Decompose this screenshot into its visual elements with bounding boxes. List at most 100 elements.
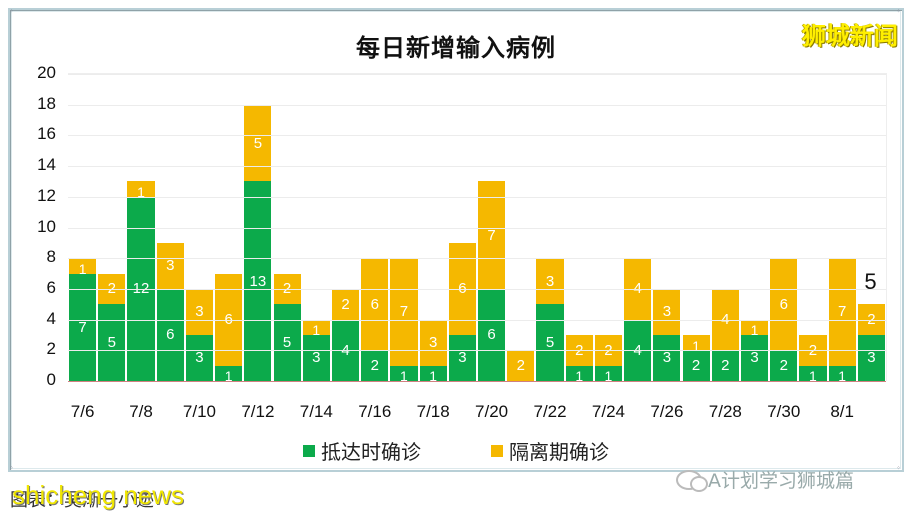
x-tick-label: 7/24 xyxy=(591,402,625,421)
data-label: 1 xyxy=(137,184,145,201)
legend-item-quarantine[interactable]: 隔离期确诊 xyxy=(491,436,609,465)
data-label: 3 xyxy=(195,303,204,321)
bar-segment-arrival: 3 xyxy=(302,334,330,381)
resize-handle-bottom-left[interactable]: ⁘ xyxy=(9,465,15,472)
bar-segment-quarantine: 2 xyxy=(331,288,360,320)
resize-handle-bottom-right[interactable]: ⁘ xyxy=(896,465,902,472)
bar-segment-arrival: 3 xyxy=(185,334,214,381)
data-label: 1 xyxy=(838,368,847,385)
y-tick-label: 20 xyxy=(37,63,56,82)
total-annotation: 5 xyxy=(864,269,877,295)
wechat-watermark: A计划学习狮城篇 xyxy=(676,466,854,493)
bar-segment-arrival: 1 xyxy=(215,365,243,385)
bar-7-12[interactable]: 13 5 xyxy=(244,104,272,381)
bar-segment-arrival: 1 xyxy=(594,365,623,384)
data-label: 1 xyxy=(400,368,408,385)
gridline xyxy=(68,196,886,198)
x-tick-label: 8/1 xyxy=(830,402,854,421)
y-tick-label: 2 xyxy=(46,339,56,359)
data-label: 1 xyxy=(224,368,233,385)
bar-segment-arrival: 3 xyxy=(857,334,885,381)
gridline xyxy=(68,350,886,352)
bar-segment-arrival: 5 xyxy=(536,304,564,381)
gridline xyxy=(68,74,886,75)
bar-segment-arrival: 3 xyxy=(448,334,476,381)
bar-segment-quarantine: 3 xyxy=(419,319,447,366)
x-tick-label: 7/10 xyxy=(182,402,216,421)
data-label: 2 xyxy=(370,357,379,375)
y-axis: 0 2 4 6 8 10 12 14 16 18 20 xyxy=(20,63,56,393)
bar-segment-arrival: 2 xyxy=(770,350,798,381)
bar-segment-quarantine: 5 xyxy=(244,104,272,182)
data-label: 3 xyxy=(867,349,876,367)
x-tick-label: 7/20 xyxy=(475,402,509,421)
bar-segment-arrival: 1 xyxy=(799,365,827,385)
bar-segment-quarantine: 3 xyxy=(653,288,681,335)
bar-segment-arrival: 5 xyxy=(98,304,126,381)
data-label: 1 xyxy=(809,368,817,385)
y-tick-label: 0 xyxy=(46,370,56,389)
legend-item-arrival[interactable]: 抵达时确诊 xyxy=(303,436,421,465)
data-label: 5 xyxy=(545,334,555,352)
resize-handle-top-right[interactable]: ⁘ xyxy=(896,8,902,15)
data-label: 5 xyxy=(253,134,263,152)
data-label: 1 xyxy=(575,368,584,385)
legend-label-quarantine: 隔离期确诊 xyxy=(509,440,609,464)
data-label: 7 xyxy=(487,226,496,244)
data-label: 3 xyxy=(312,349,321,367)
data-label: 2 xyxy=(516,357,525,375)
bar-segment-arrival: 3 xyxy=(740,334,769,381)
x-tick-label: 7/12 xyxy=(241,402,275,421)
data-label: 7 xyxy=(399,303,409,321)
bar-segment-arrival: 2 xyxy=(361,350,389,381)
bar-segment-quarantine: 3 xyxy=(185,288,214,335)
data-label: 3 xyxy=(195,349,204,367)
bar-7-21[interactable]: 2 xyxy=(507,350,535,381)
bar-segment-arrival: 2 xyxy=(711,350,739,381)
legend: 抵达时确诊 隔离期确诊 xyxy=(0,436,912,465)
legend-swatch-yellow-icon xyxy=(491,444,503,457)
bar-segment-quarantine: 6 xyxy=(361,258,389,351)
bar-segment-arrival: 5 xyxy=(273,304,301,381)
bar-segment-quarantine: 3 xyxy=(156,242,184,289)
bar-segment-quarantine: 1 xyxy=(127,181,155,200)
bar-segment-arrival: 6 xyxy=(156,288,184,381)
resize-handle-top-left[interactable]: ⁘ xyxy=(9,8,15,15)
data-label: 1 xyxy=(429,368,438,385)
x-tick-label: 7/14 xyxy=(299,402,333,421)
bar-segment-quarantine: 7 xyxy=(478,181,506,289)
bar-segment-arrival: 13 xyxy=(244,181,272,381)
chart-frame xyxy=(8,8,904,472)
bar-segment-quarantine: 1 xyxy=(740,319,769,338)
gridline xyxy=(68,104,886,106)
data-label: 3 xyxy=(662,303,672,321)
chart-frame-inner xyxy=(11,11,901,469)
data-label: 1 xyxy=(692,337,700,354)
data-label: 2 xyxy=(779,357,788,375)
legend-swatch-green-icon xyxy=(303,444,315,457)
y-tick-label: 12 xyxy=(37,185,56,205)
data-label: 6 xyxy=(779,295,788,313)
x-tick-label: 7/6 xyxy=(70,402,95,421)
